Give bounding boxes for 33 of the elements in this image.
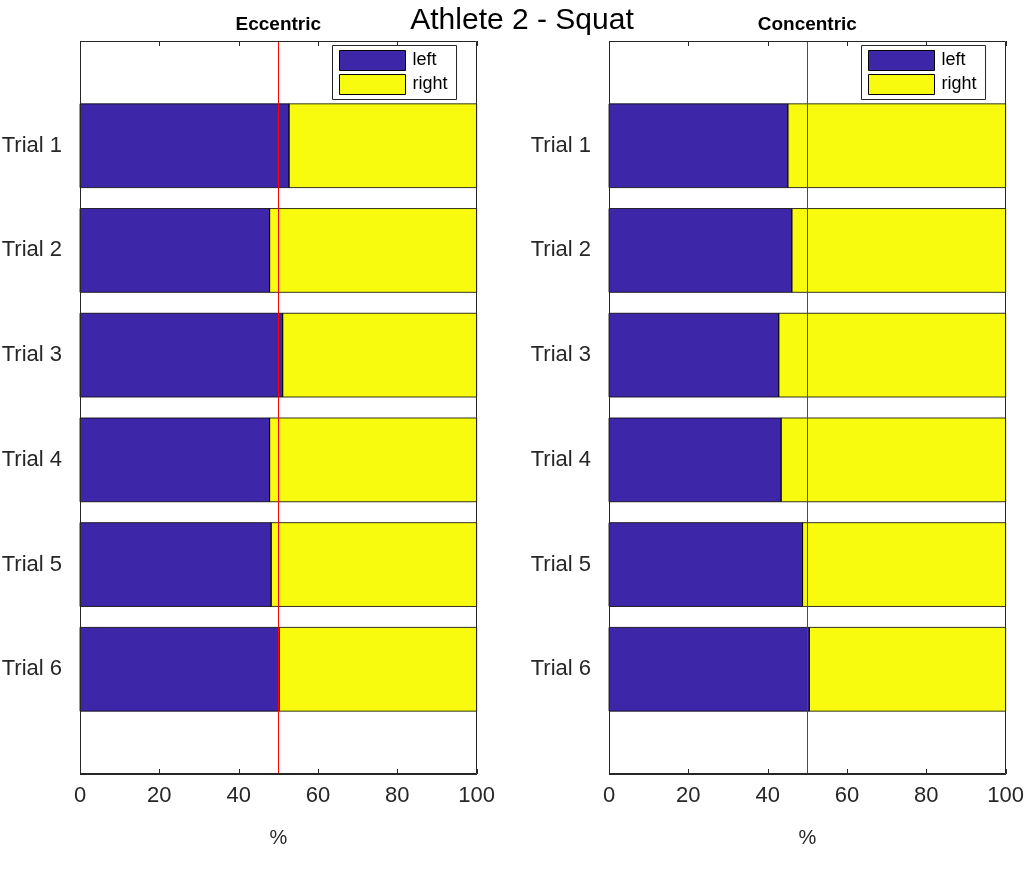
x-tick-label: 100 bbox=[987, 782, 1025, 808]
x-tick-label: 100 bbox=[458, 782, 496, 808]
x-tick-label: 20 bbox=[676, 782, 701, 808]
legend-label: left bbox=[941, 49, 966, 70]
chart-title: Eccentric bbox=[235, 13, 322, 34]
y-tick-label: Trial 6 bbox=[1, 655, 62, 681]
x-axis-title: % bbox=[798, 825, 817, 848]
y-tick-label: Trial 2 bbox=[1, 236, 62, 262]
y-tick-label: Trial 6 bbox=[530, 655, 591, 681]
y-tick-label: Trial 5 bbox=[1, 550, 62, 576]
x-tick-label: 40 bbox=[755, 782, 780, 808]
x-tick-label: 0 bbox=[602, 782, 616, 808]
y-tick-label: Trial 5 bbox=[530, 550, 591, 576]
x-tick-label: 80 bbox=[385, 782, 410, 808]
x-axis-title: % bbox=[269, 825, 288, 848]
y-tick-label: Trial 1 bbox=[530, 131, 591, 157]
y-tick-label: Trial 3 bbox=[530, 341, 591, 367]
legend-label: right bbox=[412, 73, 448, 94]
y-tick-label: Trial 4 bbox=[530, 445, 591, 471]
y-tick-label: Trial 4 bbox=[1, 445, 62, 471]
x-tick-label: 60 bbox=[834, 782, 860, 808]
x-tick-label: 80 bbox=[914, 782, 939, 808]
chart-title: Concentric bbox=[757, 13, 858, 34]
legend-label: right bbox=[941, 73, 977, 94]
legend-label: left bbox=[412, 49, 437, 70]
x-tick-label: 60 bbox=[305, 782, 331, 808]
x-tick-label: 40 bbox=[226, 782, 251, 808]
y-tick-label: Trial 1 bbox=[1, 131, 62, 157]
x-tick-label: 0 bbox=[73, 782, 87, 808]
y-tick-label: Trial 3 bbox=[1, 341, 62, 367]
y-tick-label: Trial 2 bbox=[530, 236, 591, 262]
text: Athlete 2 - Squat bbox=[410, 2, 634, 36]
x-tick-label: 20 bbox=[147, 782, 172, 808]
